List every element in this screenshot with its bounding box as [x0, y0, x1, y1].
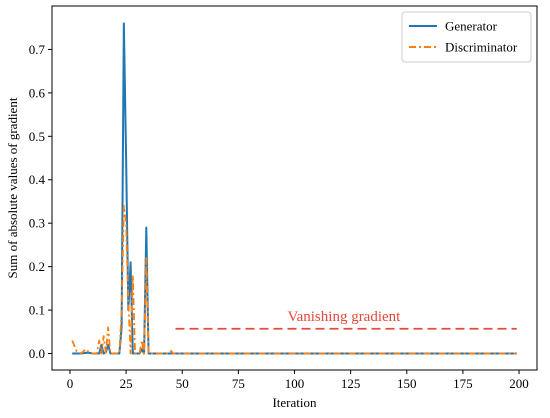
- vanishing-gradient-label: Vanishing gradient: [287, 309, 401, 325]
- y-tick-label: 0.3: [29, 216, 45, 231]
- annotation-group: Vanishing gradient: [175, 309, 517, 330]
- x-tick-label: 150: [397, 376, 417, 391]
- legend-label-discriminator: Discriminator: [445, 40, 518, 55]
- y-tick-label: 0.7: [29, 42, 46, 57]
- plot-frame: [51, 5, 538, 371]
- y-tick-label: 0.2: [29, 259, 45, 274]
- x-tick-label: 25: [120, 376, 133, 391]
- y-tick-label: 0.5: [29, 129, 45, 144]
- x-tick-label: 75: [232, 376, 245, 391]
- x-tick-label: 125: [341, 376, 361, 391]
- legend-label-generator: Generator: [445, 19, 498, 34]
- x-tick-label: 175: [453, 376, 473, 391]
- x-axis-label: Iteration: [272, 395, 317, 410]
- axis-ticks: 0 25 50 75 100 125 150 175 200 0.0 0.1 0.2 0.3 0.4 0.5…: [29, 42, 529, 391]
- y-tick-label: 0.1: [29, 303, 45, 318]
- y-tick-label: 0.4: [29, 172, 46, 187]
- x-tick-label: 0: [67, 376, 74, 391]
- y-tick-label: 0.0: [29, 346, 45, 361]
- x-tick-label: 50: [176, 376, 189, 391]
- x-tick-label: 100: [285, 376, 305, 391]
- legend: Generator Discriminator: [401, 11, 532, 63]
- legend-box: [401, 11, 532, 63]
- y-tick-label: 0.6: [29, 85, 46, 100]
- x-tick-label: 200: [509, 376, 529, 391]
- series-lines: [71, 22, 517, 355]
- y-axis-label: Sum of absolute values of gradient: [5, 97, 20, 278]
